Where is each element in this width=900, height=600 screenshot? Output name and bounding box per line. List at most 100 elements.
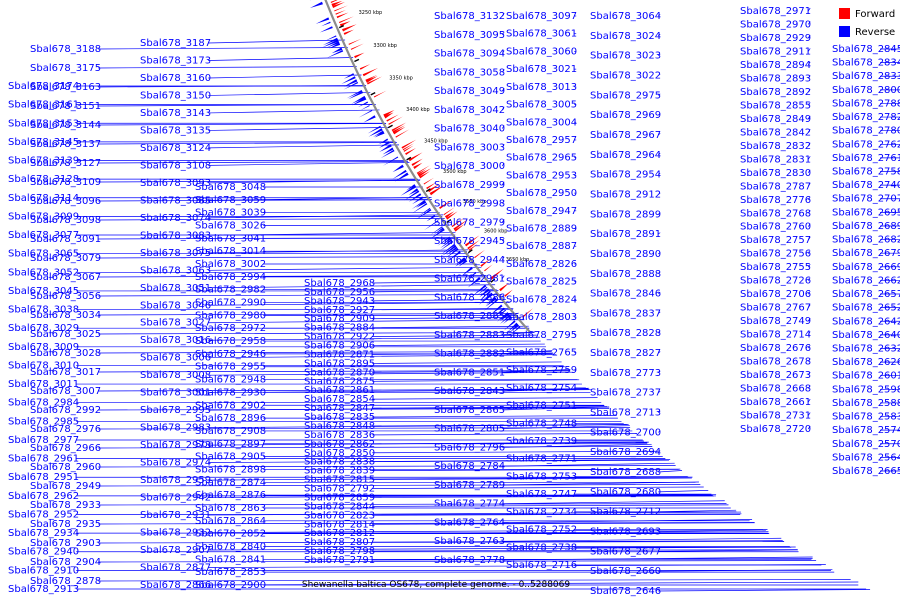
- gene-connector: [208, 74, 362, 79]
- gene-label: Sbal678_2871: [304, 349, 375, 360]
- gene-connector: [501, 106, 505, 110]
- gene-label: Sbal678_2878: [30, 576, 101, 587]
- forward-gene-feature: [423, 177, 434, 185]
- gene-connector: [372, 352, 554, 355]
- gene-connector: [807, 7, 811, 12]
- gene-connector: [658, 569, 833, 572]
- gene-connector: [657, 34, 661, 37]
- gene-label: Sbal678_2942: [140, 493, 211, 504]
- gene-label: Sbal678_2758: [832, 167, 900, 178]
- gene-label: Sbal678_3056: [30, 291, 101, 302]
- gene-label: Sbal678_2773: [590, 368, 661, 379]
- reverse-legend-swatch: [839, 26, 850, 37]
- gene-connector: [372, 441, 648, 445]
- gene-label: Sbal678_2668: [740, 384, 811, 395]
- gene-connector: [98, 104, 376, 107]
- gene-label: Sbal678_2831: [740, 154, 811, 165]
- gene-label: Sbal678_2677: [590, 546, 661, 557]
- gene-connector: [501, 237, 505, 242]
- reverse-gene-feature: [382, 147, 394, 155]
- gene-label: Sbal678_2904: [30, 557, 101, 568]
- gene-label: Sbal678_2751: [506, 401, 577, 412]
- gene-connector: [98, 294, 502, 297]
- gene-label: Sbal678_2759: [506, 365, 577, 376]
- reverse-gene-feature: [343, 73, 355, 79]
- forward-gene-feature: [454, 224, 465, 232]
- gene-connector: [372, 522, 755, 525]
- gene-label: Sbal678_2646: [590, 586, 661, 597]
- forward-gene-feature: [401, 139, 417, 149]
- forward-gene-feature: [419, 171, 430, 179]
- gene-connector: [372, 307, 514, 311]
- gene-label: Sbal678_2757: [740, 235, 811, 246]
- gene-connector: [98, 560, 817, 563]
- gene-label: Sbal678_2851: [434, 367, 505, 378]
- reverse-gene-feature: [372, 130, 384, 137]
- reverse-gene-feature: [400, 185, 417, 196]
- gene-label: Sbal678_3011: [8, 379, 79, 390]
- gene-label: Sbal678_2948: [195, 375, 266, 386]
- gene-connector: [658, 470, 683, 473]
- gene-label: Sbal678_2865: [434, 405, 505, 416]
- gene-connector: [807, 398, 811, 403]
- gene-connector: [208, 197, 432, 201]
- gene-connector: [502, 462, 675, 467]
- forward-gene-feature: [331, 0, 343, 7]
- gene-connector: [807, 88, 811, 93]
- gene-label: Sbal678_2767: [740, 303, 811, 314]
- gene-connector: [208, 319, 525, 324]
- reverse-gene-feature: [351, 97, 367, 106]
- gene-connector: [372, 406, 608, 409]
- reverse-gene-feature: [322, 39, 339, 48]
- gene-connector: [98, 579, 851, 582]
- gene-connector: [657, 14, 661, 17]
- gene-connector: [807, 263, 811, 268]
- gene-label: Sbal678_2764: [434, 517, 505, 528]
- gene-connector: [807, 425, 811, 430]
- gene-label: Sbal678_2981: [434, 274, 505, 285]
- gene-connector: [501, 87, 505, 92]
- reverse-gene-feature: [416, 200, 427, 208]
- gene-label: Sbal678_2900: [195, 580, 266, 591]
- reverse-gene-feature: [445, 248, 459, 258]
- gene-connector: [98, 541, 785, 544]
- reverse-gene-feature: [382, 156, 399, 166]
- gene-label: Sbal678_2784: [434, 461, 505, 472]
- gene-label: Sbal678_3052: [8, 267, 79, 278]
- gene-label: Sbal678_2905: [195, 452, 266, 463]
- gene-label: Sbal678_2807: [304, 537, 375, 548]
- reverse-gene-feature: [329, 42, 341, 49]
- gene-label: Sbal678_3097: [506, 11, 577, 22]
- gene-label: Sbal678_2762: [832, 139, 900, 150]
- gene-label: Sbal678_2768: [740, 208, 811, 219]
- forward-gene-feature: [411, 158, 423, 166]
- strand-legend: Forward Reverse: [839, 8, 895, 38]
- reverse-gene-feature: [374, 131, 385, 138]
- gene-label: Sbal678_2774: [434, 499, 505, 510]
- gene-label: Sbal678_2782: [832, 112, 900, 123]
- gene-label: Sbal678_3150: [140, 90, 211, 101]
- gene-connector: [502, 481, 699, 486]
- gene-connector: [807, 210, 811, 214]
- gene-label: Sbal678_2700: [590, 427, 661, 438]
- gene-connector: [807, 331, 811, 335]
- gene-label: Sbal678_3173: [140, 55, 211, 66]
- gene-label: Sbal678_2953: [506, 170, 577, 181]
- gene-label: Sbal678_2626: [832, 357, 900, 368]
- gene-label: Sbal678_2886: [434, 292, 505, 303]
- forward-gene-feature: [365, 74, 378, 82]
- gene-label: Sbal678_3045: [8, 286, 79, 297]
- gene-label: Sbal678_2854: [304, 394, 375, 405]
- gene-connector: [372, 468, 681, 471]
- gene-label: Sbal678_2874: [195, 477, 266, 488]
- gene-connector: [372, 415, 617, 418]
- gene-label: Sbal678_2949: [30, 481, 101, 492]
- gene-label: Sbal678_2787: [740, 181, 811, 192]
- gene-label: Sbal678_3058: [434, 67, 505, 78]
- gene-connector: [372, 459, 670, 463]
- gene-label: Sbal678_2964: [590, 150, 661, 161]
- gene-connector: [657, 73, 661, 76]
- gene-label: Sbal678_2716: [506, 560, 577, 571]
- gene-connector: [98, 161, 408, 164]
- gene-connector: [98, 446, 653, 449]
